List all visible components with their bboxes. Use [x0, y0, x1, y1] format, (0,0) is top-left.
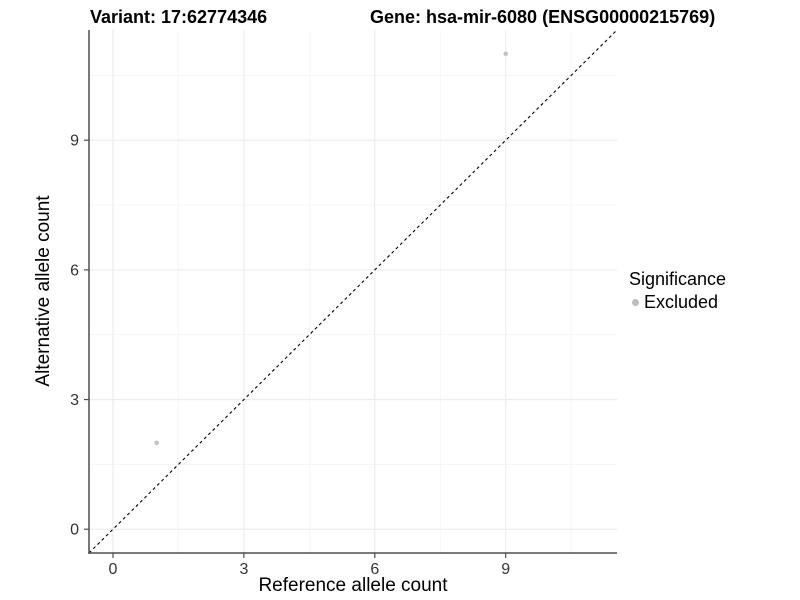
- svg-text:3: 3: [70, 392, 79, 409]
- y-axis-title: Alternative allele count: [33, 195, 54, 387]
- gene-title: Gene: hsa-mir-6080 (ENSG00000215769): [370, 7, 716, 27]
- svg-text:0: 0: [70, 522, 79, 539]
- svg-text:6: 6: [370, 561, 379, 578]
- legend-entry-label: Excluded: [644, 292, 719, 312]
- legend: Significance Excluded: [629, 269, 726, 313]
- svg-text:9: 9: [70, 133, 79, 150]
- svg-text:9: 9: [501, 561, 510, 578]
- svg-text:0: 0: [109, 561, 118, 578]
- svg-text:3: 3: [239, 561, 248, 578]
- excluded-point-icon: [632, 299, 639, 306]
- svg-text:6: 6: [70, 262, 79, 279]
- legend-entry-excluded: Excluded: [629, 292, 726, 313]
- x-axis-title: Reference allele count: [258, 575, 448, 596]
- legend-title: Significance: [629, 269, 727, 289]
- variant-title: Variant: 17:62774346: [90, 7, 268, 27]
